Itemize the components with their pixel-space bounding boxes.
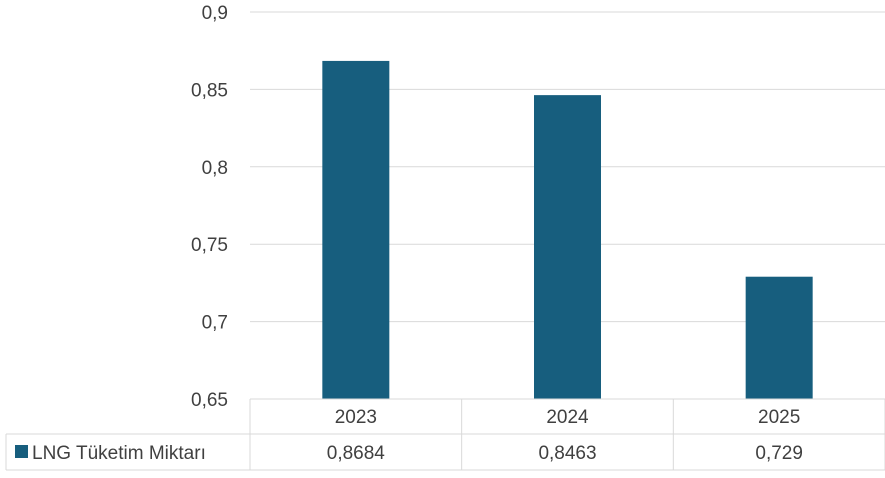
y-tick-label: 0,65 bbox=[191, 390, 228, 411]
y-tick-label: 0,75 bbox=[191, 235, 228, 256]
x-category-label: 2023 bbox=[335, 407, 377, 428]
legend-series-name: LNG Tüketim Miktarı bbox=[32, 443, 206, 464]
bar-2023 bbox=[322, 60, 390, 399]
y-tick-label: 0,7 bbox=[202, 313, 228, 334]
y-tick-label: 0,8 bbox=[202, 158, 228, 179]
legend-swatch bbox=[15, 445, 28, 458]
data-value-label: 0,8684 bbox=[327, 443, 386, 464]
data-value-label: 0,729 bbox=[755, 443, 803, 464]
data-value-label: 0,8463 bbox=[538, 443, 596, 464]
y-tick-label: 0,9 bbox=[202, 3, 228, 24]
y-axis-ticks: 0,65 0,7 0,75 0,8 0,85 0,9 bbox=[191, 3, 228, 411]
x-category-label: 2024 bbox=[546, 407, 589, 428]
x-category-label: 2025 bbox=[758, 407, 800, 428]
bar-2025 bbox=[745, 276, 813, 399]
bar-2024 bbox=[534, 95, 601, 400]
y-tick-label: 0,85 bbox=[191, 80, 228, 101]
bars bbox=[322, 60, 813, 400]
data-table: 2023 0,8684 2024 0,8463 2025 0,729 LNG Tüketim… bbox=[5, 398, 885, 471]
